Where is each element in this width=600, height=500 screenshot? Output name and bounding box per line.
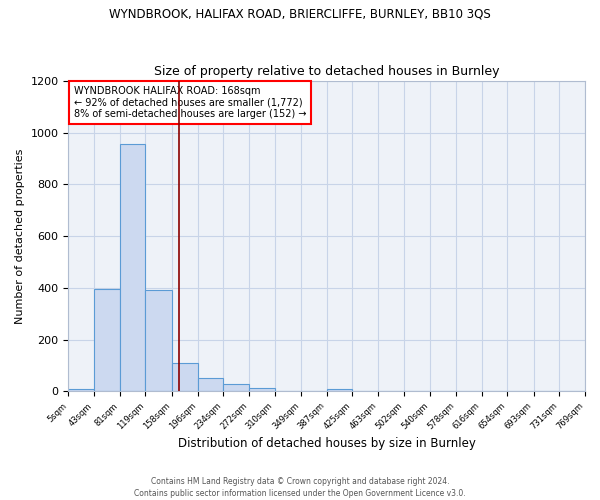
Bar bbox=[249, 388, 275, 392]
Bar bbox=[327, 388, 352, 392]
Bar bbox=[197, 378, 223, 392]
Text: Contains HM Land Registry data © Crown copyright and database right 2024.
Contai: Contains HM Land Registry data © Crown c… bbox=[134, 476, 466, 498]
X-axis label: Distribution of detached houses by size in Burnley: Distribution of detached houses by size … bbox=[178, 437, 476, 450]
Bar bbox=[172, 363, 197, 392]
Y-axis label: Number of detached properties: Number of detached properties bbox=[15, 148, 25, 324]
Bar bbox=[120, 144, 145, 392]
Bar bbox=[145, 290, 172, 392]
Bar bbox=[68, 388, 94, 392]
Text: WYNDBROOK HALIFAX ROAD: 168sqm
← 92% of detached houses are smaller (1,772)
8% o: WYNDBROOK HALIFAX ROAD: 168sqm ← 92% of … bbox=[74, 86, 306, 119]
Bar bbox=[223, 384, 249, 392]
Title: Size of property relative to detached houses in Burnley: Size of property relative to detached ho… bbox=[154, 66, 499, 78]
Bar bbox=[94, 289, 120, 392]
Text: WYNDBROOK, HALIFAX ROAD, BRIERCLIFFE, BURNLEY, BB10 3QS: WYNDBROOK, HALIFAX ROAD, BRIERCLIFFE, BU… bbox=[109, 8, 491, 20]
